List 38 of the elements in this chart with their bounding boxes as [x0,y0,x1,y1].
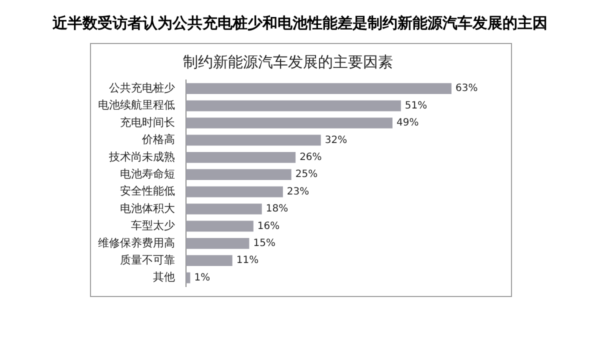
bar [186,169,292,180]
data-label: 16% [257,220,280,232]
y-tick-label: 维修保养费用高 [98,236,175,250]
y-tick-label: 质量不可靠 [120,253,175,266]
bar [186,100,401,112]
bar [186,238,250,249]
bar [186,186,283,198]
y-tick-label: 价格高 [141,133,175,146]
data-label: 25% [295,169,318,180]
bar [186,255,232,266]
data-label: 18% [266,204,288,215]
data-label: 51% [404,100,428,112]
chart-subtitle: 制约新能源汽车发展的主要因素 [183,52,393,71]
bar [186,152,296,163]
y-tick-label: 其他 [153,270,175,284]
chart-title: 近半数受访者认为公共充电桩少和电池性能差是制约新能源汽车发展的主因 [52,14,548,33]
y-tick-label: 技术尚未成熟 [108,150,175,164]
data-label: 1% [194,272,210,284]
y-tick-label: 电池寿命短 [120,167,175,180]
y-tick-label: 充电时间长 [120,116,175,129]
y-tick-label: 安全性能低 [120,184,175,198]
bar [186,220,254,232]
data-label: 26% [300,152,322,163]
data-label: 15% [253,238,276,249]
data-label: 49% [396,118,419,129]
y-tick-label: 电池体积大 [120,202,175,215]
data-label: 32% [324,134,348,146]
bar [186,118,392,128]
y-tick-label: 车型太少 [131,219,175,232]
data-label: 63% [456,83,478,94]
data-label: 11% [236,255,259,266]
bar [186,272,190,284]
y-tick-label: 公共充电桩少 [109,81,175,94]
bar [186,204,262,214]
data-label: 23% [286,186,310,198]
bar [186,83,452,94]
y-tick-label: 电池续航里程低 [98,98,175,112]
bar [186,134,321,146]
